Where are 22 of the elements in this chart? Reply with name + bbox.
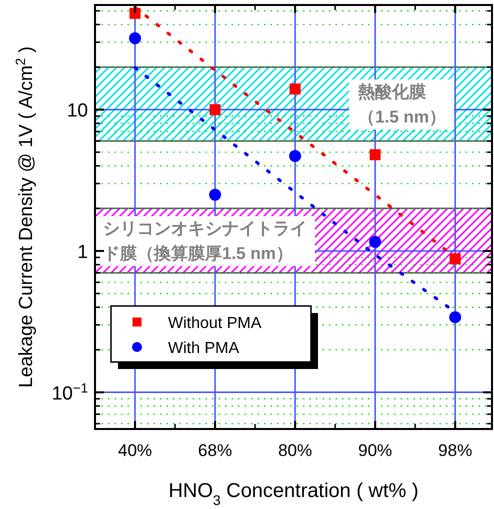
y-tick-label: 1 — [77, 242, 88, 263]
point — [369, 236, 382, 248]
x-tick-label: 68% — [198, 441, 232, 460]
legend-label: With PMA — [168, 340, 240, 357]
x-tick-label: 98% — [438, 441, 472, 460]
x-axis-title: HNO$_{3}$ Concentration ( wt% ) — [168, 480, 419, 508]
point — [209, 188, 222, 201]
point — [370, 149, 381, 160]
band-label: シリコンオキシナイトライド膜（換算膜厚1.5 nm） — [103, 219, 307, 264]
x-tick-label: 90% — [358, 441, 392, 460]
point — [289, 150, 302, 162]
y-tick-label: 10 — [66, 100, 88, 122]
band-label: 熱酸化膜（1.5 nm） — [357, 82, 446, 126]
point — [290, 83, 301, 94]
legend-label: Without PMA — [168, 315, 262, 332]
point — [129, 32, 142, 44]
point — [210, 104, 221, 116]
x-tick-label: 80% — [278, 441, 312, 460]
y-tick-label: 10$^{−1}$ — [52, 380, 88, 404]
point — [450, 253, 461, 264]
x-tick-label: 40% — [118, 441, 152, 460]
point — [449, 311, 462, 324]
